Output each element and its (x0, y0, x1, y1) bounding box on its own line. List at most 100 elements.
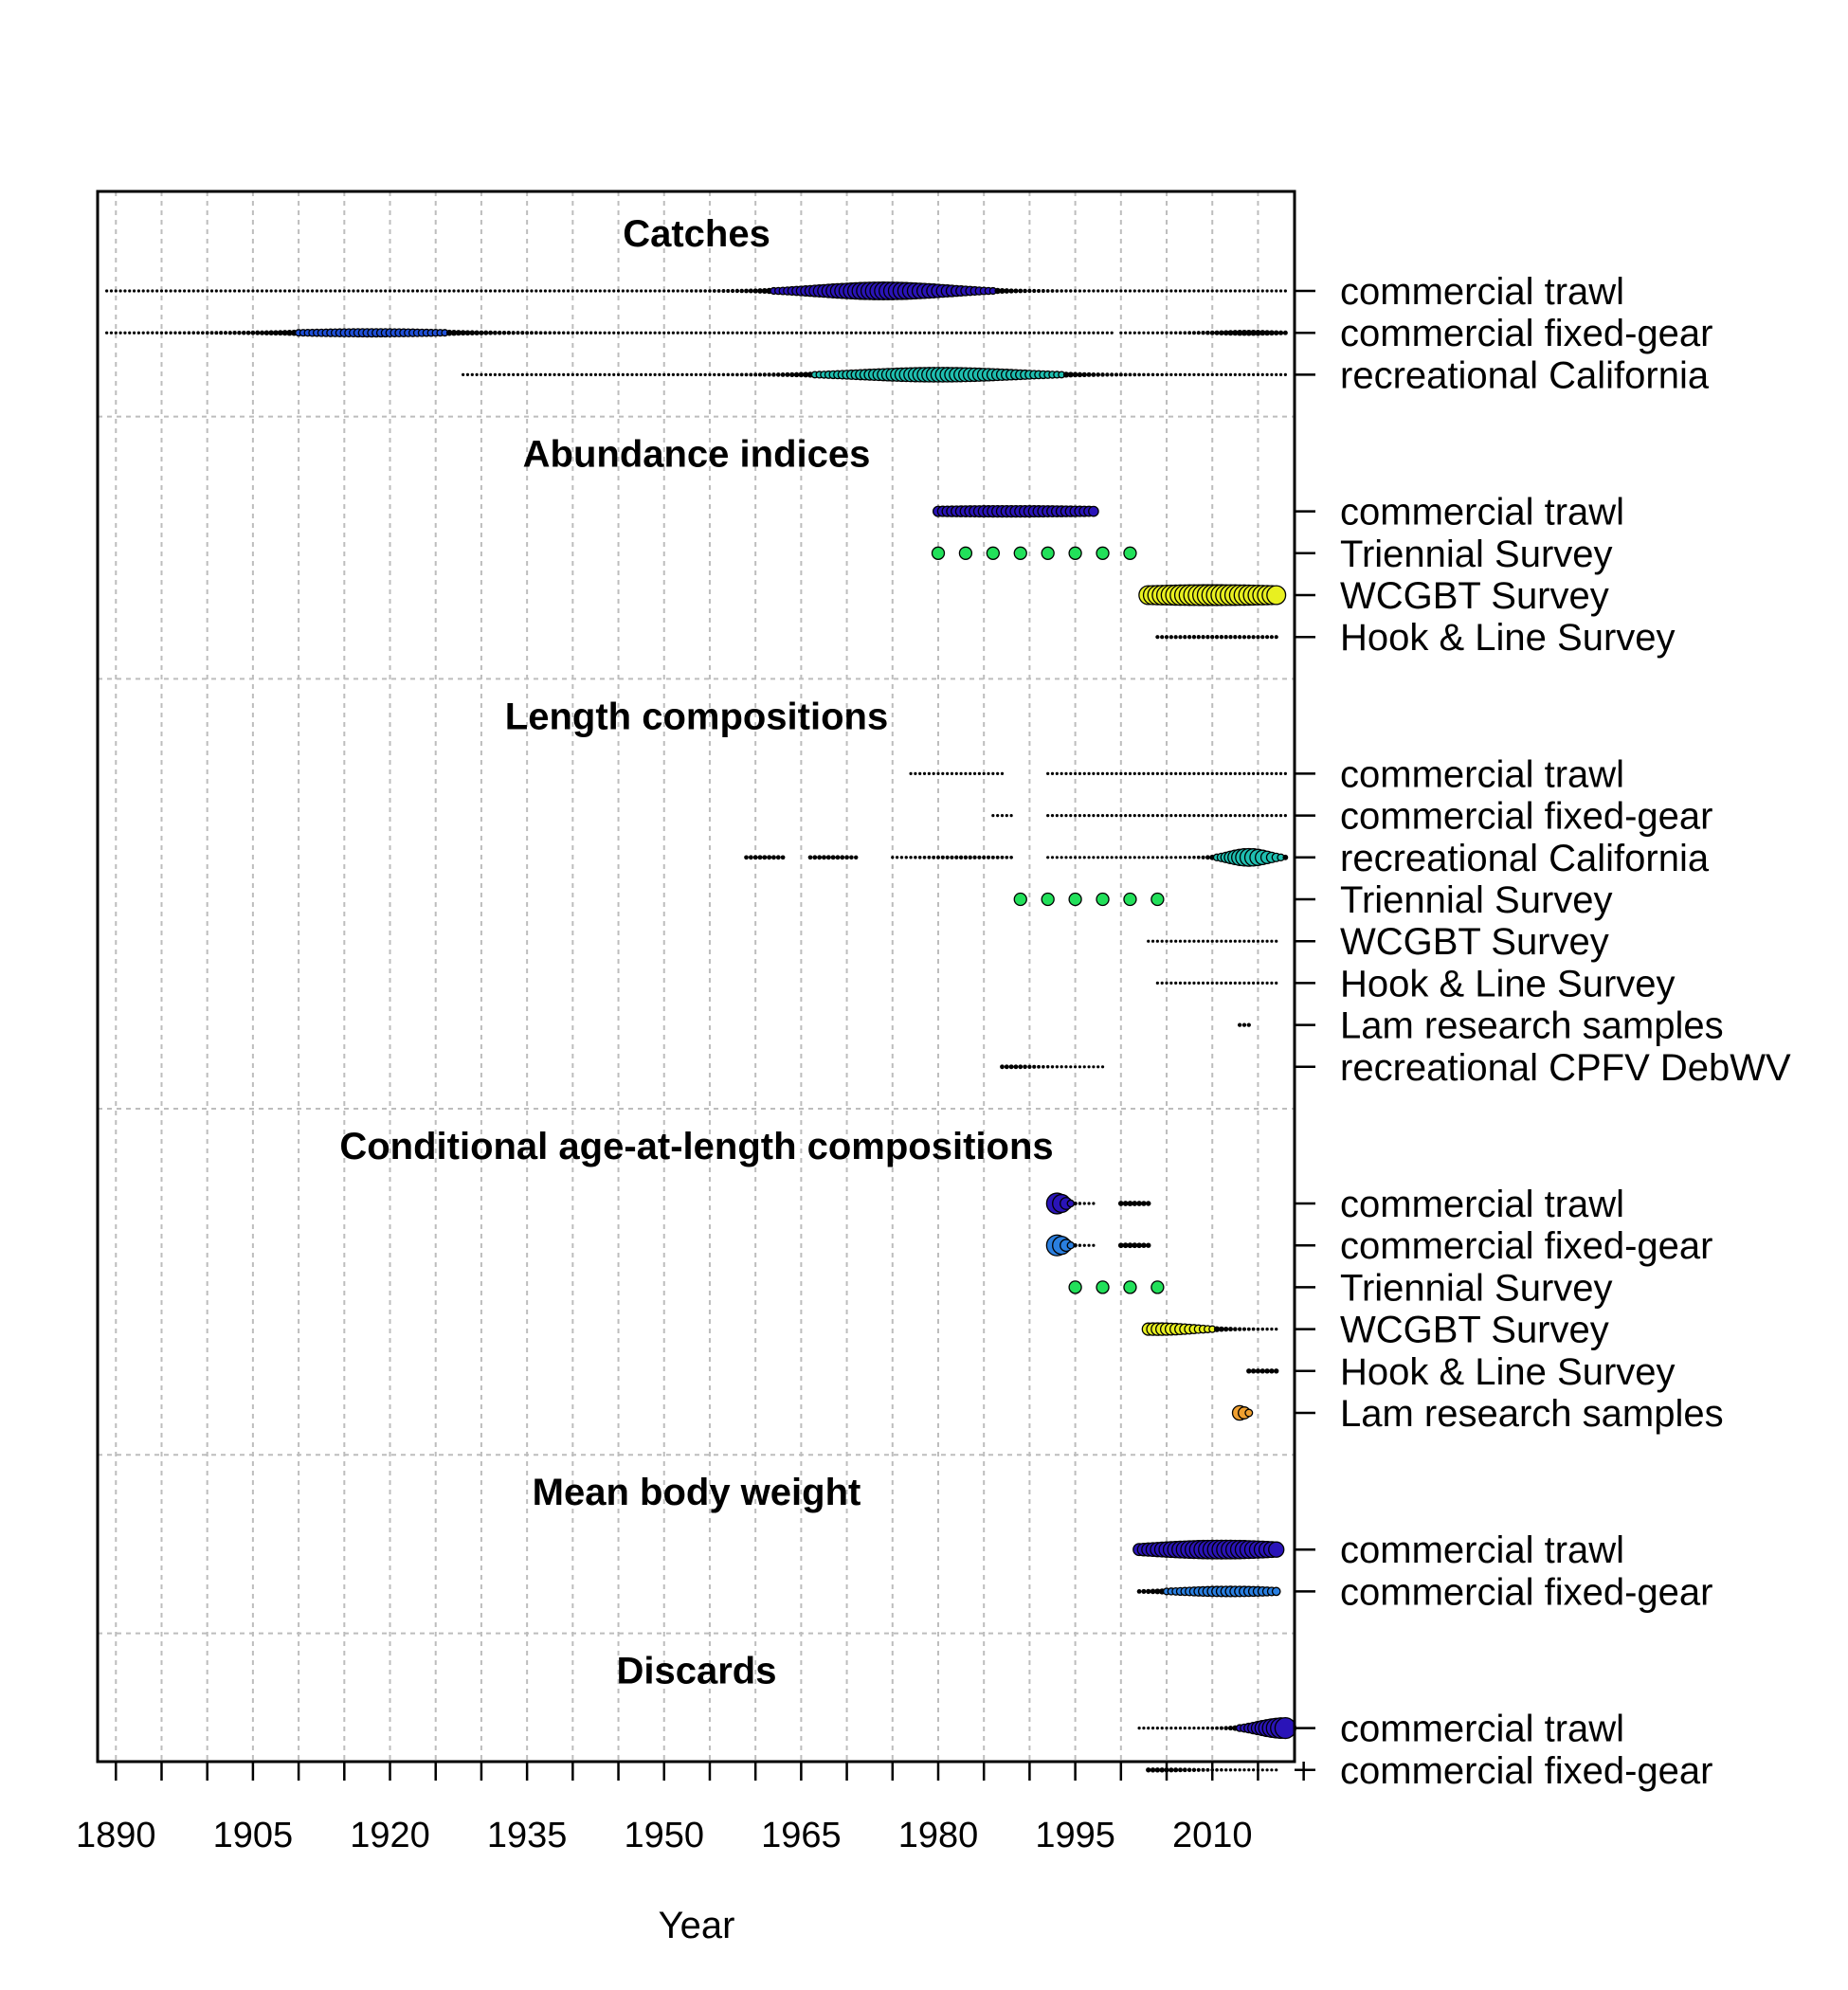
data-point (1273, 330, 1279, 335)
data-point (917, 855, 922, 859)
data-point (1142, 814, 1146, 818)
data-point (1055, 814, 1059, 818)
data-point (1082, 1065, 1086, 1069)
data-point (918, 771, 922, 776)
data-point (950, 331, 954, 335)
data-point (825, 855, 831, 860)
data-point (807, 855, 813, 860)
data-point (1197, 814, 1201, 818)
data-point (1228, 981, 1233, 985)
data-point (703, 289, 707, 293)
data-point (209, 289, 214, 293)
data-point (464, 330, 471, 336)
data-point (643, 331, 648, 335)
row-label: commercial trawl (1340, 1529, 1624, 1571)
data-point (753, 331, 757, 335)
data-point (1205, 1767, 1210, 1772)
data-point (1023, 331, 1027, 335)
data-point (708, 372, 712, 377)
data-point (780, 855, 786, 860)
section-title: Length compositions (505, 696, 888, 737)
data-point (585, 372, 589, 377)
data-point (616, 331, 621, 335)
data-point (767, 372, 771, 377)
data-point (1142, 372, 1146, 377)
data-point (1187, 771, 1191, 776)
data-point (1165, 981, 1169, 985)
data-point (1242, 771, 1246, 776)
data-point (1278, 289, 1283, 293)
data-point (1087, 1065, 1091, 1069)
data-point (1132, 331, 1136, 335)
x-axis-label: Year (659, 1905, 735, 1946)
data-point (169, 289, 172, 293)
section-title: Conditional age-at-length compositions (339, 1126, 1053, 1167)
data-point (1236, 330, 1243, 336)
data-point (206, 289, 209, 293)
data-point (488, 372, 493, 376)
data-point (1119, 771, 1123, 776)
data-point (1275, 1768, 1278, 1772)
data-point (498, 372, 501, 376)
data-point (224, 289, 227, 293)
data-point (1060, 331, 1063, 335)
data-point (1265, 1768, 1269, 1772)
row-label: WCGBT Survey (1340, 1310, 1609, 1351)
data-point (1275, 981, 1278, 985)
data-point (785, 371, 790, 377)
data-point (1160, 981, 1164, 985)
data-point (685, 331, 689, 335)
data-point (1256, 1327, 1260, 1331)
data-point (1155, 814, 1159, 818)
data-point (246, 289, 250, 293)
data-point (566, 372, 571, 377)
data-point (731, 331, 734, 335)
data-point (511, 331, 516, 335)
data-point (151, 331, 154, 335)
data-point (1192, 939, 1196, 943)
row-label: commercial trawl (1340, 753, 1624, 795)
data-point (1201, 372, 1205, 377)
data-point (1228, 1768, 1233, 1772)
data-point (841, 331, 844, 335)
data-point (1073, 289, 1078, 293)
data-point (1064, 856, 1068, 859)
data-point (1154, 1588, 1161, 1595)
data-point (1013, 546, 1027, 560)
data-point (739, 372, 744, 377)
row-label: Triennial Survey (1340, 1267, 1613, 1309)
data-point (1215, 372, 1219, 377)
data-point (1178, 1767, 1183, 1773)
data-point (927, 331, 931, 335)
data-point (987, 771, 990, 776)
data-point (972, 331, 977, 335)
data-point (1088, 505, 1099, 517)
data-point (1142, 289, 1146, 293)
data-point (1124, 856, 1128, 859)
data-point (109, 289, 114, 293)
data-point (616, 289, 621, 293)
data-point (1233, 635, 1238, 640)
x-tick-label: 1890 (76, 1816, 156, 1855)
data-point (1046, 856, 1050, 859)
data-point (1078, 289, 1082, 293)
data-point (922, 331, 927, 335)
data-point (1201, 771, 1205, 776)
data-point (580, 331, 584, 335)
data-point (1201, 855, 1205, 859)
data-point (1092, 289, 1096, 293)
data-point (1128, 771, 1132, 776)
data-point (612, 331, 616, 335)
data-point (507, 289, 511, 293)
data-point (1241, 1022, 1247, 1027)
data-point (603, 331, 607, 335)
data-point (534, 331, 538, 335)
data-point (585, 289, 589, 293)
data-point (1032, 331, 1036, 335)
data-point (1123, 1280, 1137, 1294)
data-point (580, 372, 584, 377)
data-point (1228, 771, 1233, 776)
data-point (136, 331, 141, 335)
data-point (1196, 1767, 1201, 1772)
data-point (268, 330, 274, 335)
